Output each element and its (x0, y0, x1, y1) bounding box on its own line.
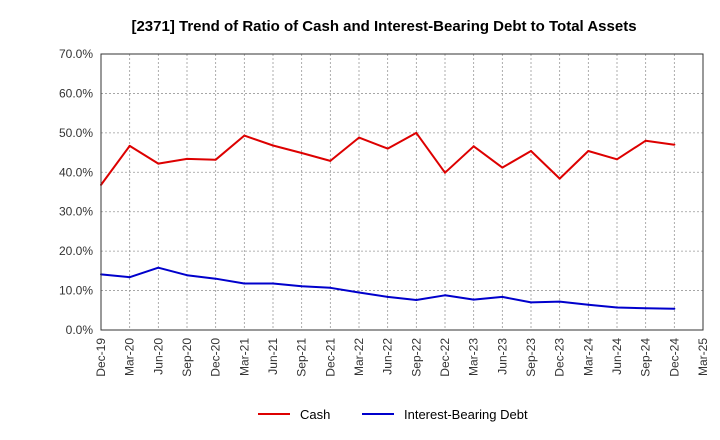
data-point-cash (472, 145, 475, 148)
y-tick-label: 30.0% (59, 205, 93, 219)
data-point-cash (329, 159, 332, 162)
x-tick-label: Mar-21 (237, 338, 251, 376)
x-tick-label: Jun-22 (381, 338, 395, 375)
x-tick-label: Dec-23 (553, 338, 567, 377)
x-tick-label: Sep-22 (409, 338, 423, 377)
x-tick-label: Jun-21 (266, 338, 280, 375)
x-axis-ticks: Dec-19 Mar-20 Jun-20 Sep-20 Dec-20 Mar-21 Jun-… (94, 338, 710, 377)
grid (101, 54, 703, 330)
data-point-cash (616, 158, 618, 161)
x-tick-label: Mar-20 (123, 338, 137, 376)
x-tick-label: Jun-20 (151, 338, 165, 375)
x-tick-label: Dec-21 (323, 338, 337, 377)
data-point-cash (444, 171, 446, 174)
x-tick-label: Dec-20 (209, 338, 223, 377)
data-point-interest-bearing-debt (329, 286, 332, 289)
data-point-interest-bearing-debt (186, 274, 188, 277)
data-point-interest-bearing-debt (587, 303, 590, 306)
data-point-cash (558, 177, 561, 180)
data-point-interest-bearing-debt (644, 307, 647, 310)
y-tick-label: 40.0% (59, 165, 93, 179)
legend-label-interest-bearing-debt: Interest-Bearing Debt (404, 407, 528, 422)
data-point-interest-bearing-debt (214, 277, 217, 280)
data-point-interest-bearing-debt (300, 285, 303, 288)
data-point-interest-bearing-debt (616, 306, 618, 309)
x-tick-label: Dec-24 (667, 338, 681, 377)
data-point-interest-bearing-debt (472, 298, 475, 301)
x-tick-label: Dec-22 (438, 338, 452, 377)
x-tick-label: Mar-24 (581, 338, 595, 376)
chart-title: [2371] Trend of Ratio of Cash and Intere… (131, 18, 636, 35)
data-point-cash (673, 143, 676, 146)
x-tick-label: Sep-24 (639, 338, 653, 377)
data-point-interest-bearing-debt (128, 276, 131, 279)
data-point-interest-bearing-debt (558, 300, 561, 303)
data-point-cash (214, 158, 217, 161)
y-axis-ticks: 0.0% 10.0% 20.0% 30.0% 40.0% 50.0% 60.0% 70.0% (59, 47, 93, 337)
legend-label-cash: Cash (300, 407, 330, 422)
data-point-interest-bearing-debt (358, 291, 360, 294)
data-point-cash (272, 144, 274, 147)
x-tick-label: Jun-23 (495, 338, 509, 375)
data-point-cash (186, 157, 188, 160)
data-point-cash (501, 166, 504, 169)
x-tick-label: Dec-19 (94, 338, 108, 377)
x-tick-label: Mar-23 (467, 338, 481, 376)
x-tick-label: Sep-23 (524, 338, 538, 377)
plot-area (100, 53, 704, 331)
data-point-cash (243, 134, 246, 137)
data-point-interest-bearing-debt (444, 294, 446, 297)
y-tick-label: 0.0% (66, 323, 94, 337)
data-point-interest-bearing-debt (243, 282, 246, 285)
data-point-interest-bearing-debt (501, 295, 504, 298)
data-point-cash (300, 151, 303, 154)
data-point-cash (644, 139, 647, 142)
x-tick-label: Mar-22 (352, 338, 366, 376)
data-point-interest-bearing-debt (157, 266, 160, 269)
data-point-cash (386, 147, 389, 150)
data-point-cash (157, 162, 160, 165)
data-point-cash (358, 136, 360, 139)
y-tick-label: 60.0% (59, 86, 93, 100)
x-tick-label: Mar-25 (696, 338, 710, 376)
legend: Cash Interest-Bearing Debt (258, 407, 528, 422)
series-layer (100, 131, 676, 310)
data-point-interest-bearing-debt (415, 299, 418, 302)
data-point-cash (587, 149, 590, 152)
y-tick-label: 70.0% (59, 47, 93, 61)
y-tick-label: 50.0% (59, 126, 93, 140)
data-point-interest-bearing-debt (386, 295, 389, 298)
data-point-interest-bearing-debt (530, 301, 532, 304)
data-point-interest-bearing-debt (272, 282, 274, 285)
data-point-cash (530, 149, 532, 152)
y-tick-label: 10.0% (59, 284, 93, 298)
data-point-cash (415, 131, 418, 134)
x-tick-label: Jun-24 (610, 338, 624, 375)
y-tick-label: 20.0% (59, 244, 93, 258)
x-tick-label: Sep-20 (180, 338, 194, 377)
data-point-cash (128, 144, 131, 147)
x-tick-label: Sep-21 (295, 338, 309, 377)
data-point-interest-bearing-debt (673, 307, 676, 310)
